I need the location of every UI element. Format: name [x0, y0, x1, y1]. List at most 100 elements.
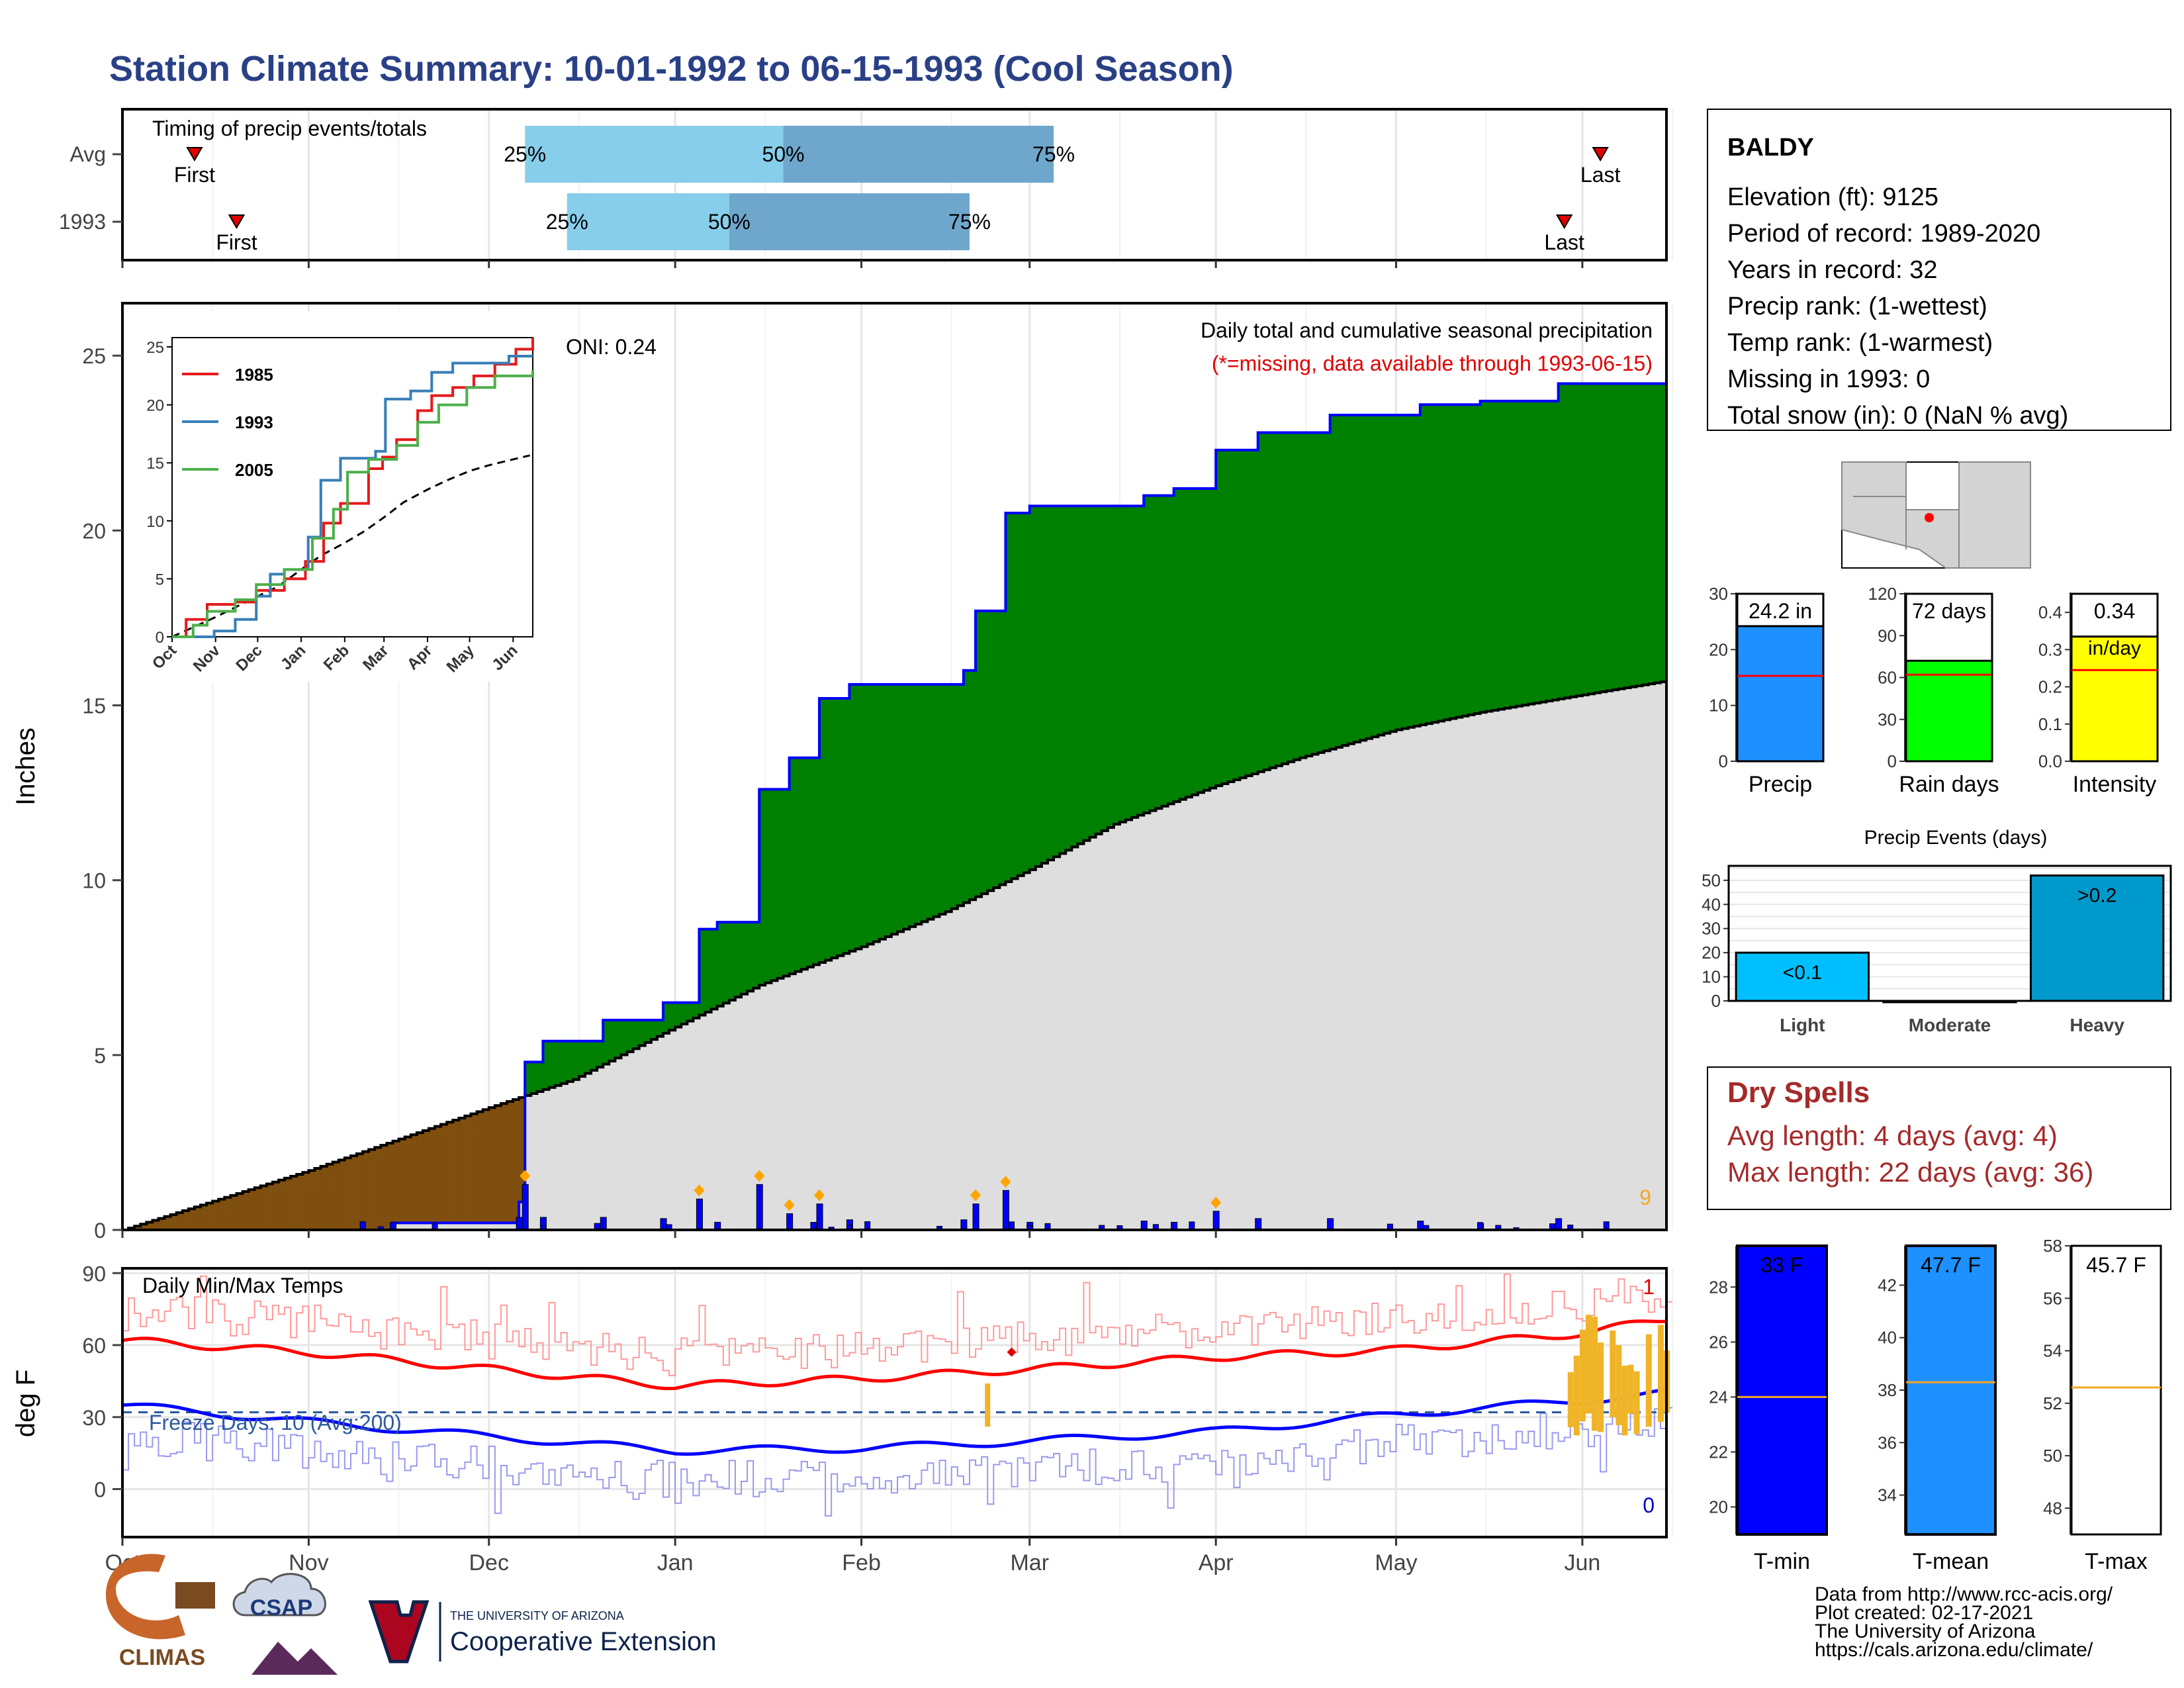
svg-text:CLIMAS: CLIMAS: [119, 1645, 205, 1670]
timing-q25-q50-bar: [525, 126, 784, 183]
avg-cumulative-line: [122, 680, 1668, 1231]
events-ytick-label: 0: [1711, 991, 1721, 1011]
temp-anomaly-bar: [1621, 1365, 1628, 1436]
inset-ytick-label: 25: [146, 339, 164, 357]
precip-days-count: 9: [1639, 1186, 1651, 1209]
precip-ytick-label: 5: [94, 1044, 106, 1068]
temp-anomaly-bar: [1645, 1334, 1652, 1427]
summary-bar-value-label: 24.2 in: [1749, 599, 1812, 623]
avg-cumulative-area: [122, 680, 1666, 1230]
timing-q25-label: 25%: [504, 142, 546, 166]
station-info-line: Years in record: 32: [1727, 256, 1938, 284]
events-bar-label: >0.2: [2077, 885, 2116, 907]
station-info-line: Total snow (in): 0 (NaN % avg): [1727, 402, 2068, 430]
svg-text:Cooperative Extension: Cooperative Extension: [450, 1627, 716, 1656]
precip-ytick-label: 15: [82, 694, 106, 718]
summary-bar-value: [2070, 635, 2159, 763]
temp-top-count: 1: [1643, 1275, 1655, 1299]
precip-ytick-label: 0: [94, 1219, 106, 1243]
daily-precip-bar: [660, 1218, 667, 1231]
svg-text:THE UNIVERSITY OF ARIZONA: THE UNIVERSITY OF ARIZONA: [450, 1609, 624, 1622]
summary-bar-value-label: 72 days: [1912, 599, 1986, 623]
month-tick-label: May: [1375, 1550, 1417, 1575]
temp-anomaly-bar: [1598, 1342, 1604, 1432]
precip-ytick-label: 20: [82, 519, 106, 543]
month-tick-label: Jan: [657, 1550, 694, 1575]
temp-bar-tick: 52: [2043, 1393, 2062, 1413]
precip-panel: 0 5 10 15 20 25 Daily total and cumulative se…: [11, 302, 1674, 1243]
oni-label: ONI: 0.24: [566, 335, 657, 359]
precip-ytick-label: 10: [82, 869, 106, 893]
daily-precip-bar: [1255, 1218, 1262, 1231]
freeze-label: Freeze Days: 10 (Avg:200): [149, 1411, 402, 1434]
timing-q50-q75-bar: [729, 193, 970, 250]
precip-ytick-label: 25: [82, 344, 106, 368]
inset-ytick-label: 15: [146, 455, 164, 473]
daily-precip-bar: [1555, 1218, 1563, 1231]
heavy-precip-marker: [1210, 1196, 1222, 1209]
station-name: BALDY: [1727, 134, 1814, 162]
temp-anomaly-bar: [1627, 1364, 1634, 1414]
daily-precip-bar: [600, 1217, 607, 1231]
temp-bar-tick: 40: [1878, 1328, 1897, 1348]
timing-first-label: First: [216, 230, 257, 254]
daily-precip-bar: [1002, 1190, 1009, 1231]
inset-ytick-label: 5: [156, 571, 164, 588]
daily-precip-bar: [1327, 1218, 1334, 1231]
daily-precip-bar: [522, 1184, 529, 1231]
summary-bar-tick: 0.0: [2038, 751, 2062, 771]
summary-bar-value: [1905, 659, 1993, 763]
heavy-precip-marker: [694, 1184, 705, 1197]
events-ytick-label: 10: [1702, 967, 1721, 987]
timing-row-label: Avg: [69, 142, 106, 166]
daily-precip-bar: [516, 1217, 523, 1231]
station-info-line: Elevation (ft): 9125: [1727, 183, 1938, 211]
temp-anomaly-bar: [1567, 1372, 1574, 1428]
precip-subtitle: (*=missing, data available through 1993-…: [1212, 352, 1653, 375]
events-bar: [2029, 874, 2165, 1002]
timing-last-marker: [1592, 147, 1609, 162]
svg-text:Data from http://www.rcc-acis.: Data from http://www.rcc-acis.org/: [1815, 1583, 2113, 1605]
summary-bar-value: [1736, 625, 1825, 763]
timing-first-marker: [186, 147, 203, 162]
daily-precip-bar: [786, 1213, 794, 1231]
csap-logo: CSAP: [232, 1573, 338, 1675]
temp-label: Daily Min/Max Temps: [142, 1274, 343, 1297]
temp-ytick-label: 90: [82, 1262, 106, 1286]
temp-panel: 0 30 60 90 Daily Min/Max Temps Freeze Days:…: [11, 1262, 1674, 1575]
daily-precip-bar: [1417, 1221, 1424, 1231]
summary-bar-tick: 0.1: [2038, 714, 2062, 734]
temp-anomaly-bar: [1585, 1315, 1592, 1414]
temp-anomaly-bar: [1615, 1344, 1622, 1426]
avg-max-temp-line: [122, 1319, 1667, 1391]
inset-series-line: [172, 370, 534, 638]
timing-q50-label: 50%: [708, 210, 751, 234]
daily-precip-bar: [756, 1184, 763, 1231]
inset-ytick-label: 10: [146, 513, 164, 531]
events-category-label: Heavy: [2070, 1015, 2124, 1035]
timing-last-label: Last: [1580, 163, 1621, 187]
temp-bar-tick: 24: [1709, 1387, 1728, 1407]
timing-q50-q75-bar: [783, 126, 1054, 183]
temp-bar-tick: 28: [1709, 1277, 1728, 1297]
temp-bar-tick: 34: [1878, 1485, 1897, 1505]
events-ytick-label: 30: [1702, 919, 1721, 939]
temp-bar-value: [1736, 1244, 1828, 1536]
temp-ytick-label: 30: [82, 1406, 106, 1430]
station-info-line: Period of record: 1989-2020: [1727, 220, 2040, 248]
svg-text:The University of Arizona: The University of Arizona: [1815, 1620, 2036, 1642]
temp-bar-tick: 36: [1878, 1432, 1897, 1452]
timing-q75-label: 75%: [948, 210, 991, 234]
daily-precip-bar: [972, 1203, 979, 1231]
summary-bar-2: 0 30 60 90 120 72 days Rain days: [1868, 584, 1999, 797]
month-tick-label: Apr: [1199, 1550, 1234, 1575]
temp-ytick-label: 60: [82, 1334, 106, 1358]
summary-bar-name: Intensity: [2073, 772, 2157, 797]
temp-bar-1: 20 22 24 26 28 33 F T-min: [1709, 1244, 1828, 1574]
temp-bar-value-label: 45.7 F: [2086, 1253, 2146, 1277]
station-info-line: Precip rank: (1-wettest): [1727, 293, 1987, 320]
summary-bar-value-label: 0.34: [2094, 599, 2135, 623]
month-tick-label: Feb: [842, 1550, 881, 1575]
precip-title: Daily total and cumulative seasonal prec…: [1201, 318, 1653, 342]
